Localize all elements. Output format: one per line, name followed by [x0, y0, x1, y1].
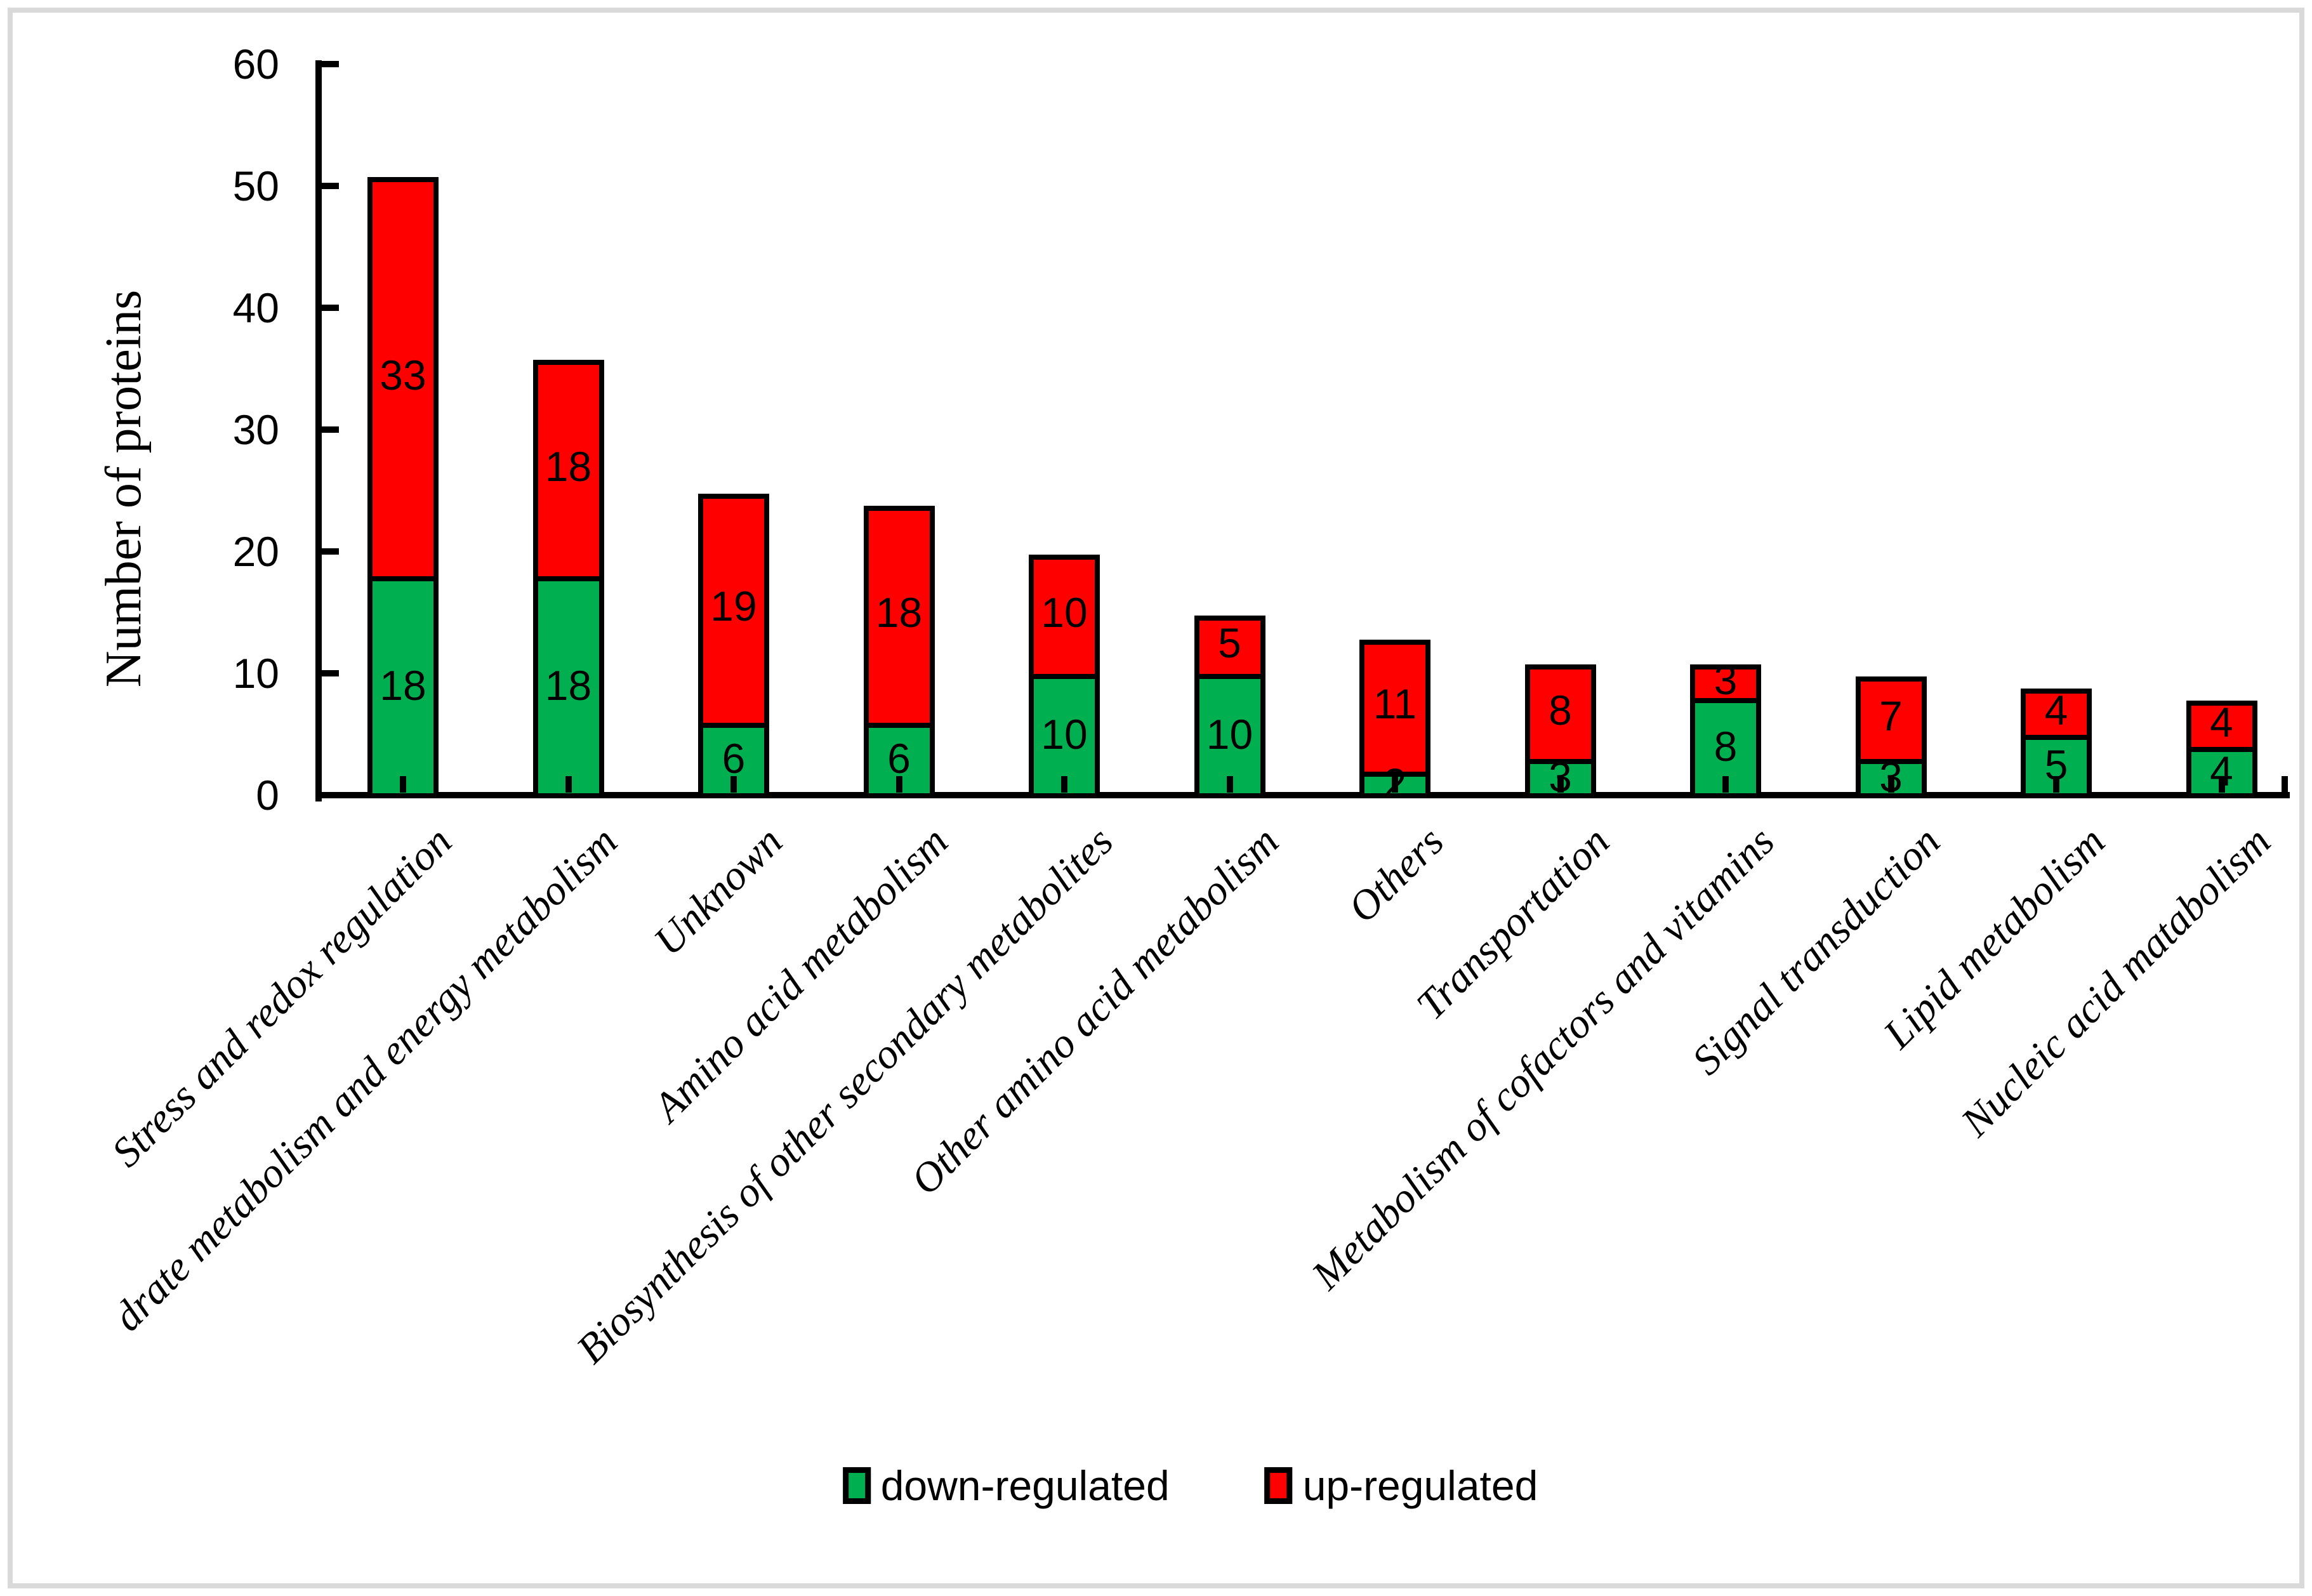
bar-segment-down: [1695, 698, 1756, 793]
bar-value-up: 4: [2210, 698, 2233, 746]
bar-value-up: 7: [1879, 692, 1903, 740]
x-axis-tick: [730, 776, 737, 793]
bar-value-up: 33: [380, 351, 426, 399]
bar-value-up: 19: [710, 583, 757, 630]
bar: [367, 176, 439, 798]
bar-value-up: 8: [1549, 686, 1572, 734]
x-axis-tick: [2218, 776, 2225, 793]
x-axis-tick: [1557, 776, 1564, 793]
bar-value-up: 10: [1041, 589, 1088, 636]
bar: [1194, 616, 1265, 798]
legend-label-down-regulated: down-regulated: [880, 1462, 1170, 1509]
y-tick-label: 10: [232, 650, 279, 697]
x-axis-tick: [400, 776, 406, 793]
x-axis-tick: [565, 776, 572, 793]
y-tick-label: 50: [232, 162, 279, 209]
x-axis-tick: [1887, 776, 1894, 793]
bar-segment-down: [373, 576, 433, 793]
bar-value-up: 11: [1373, 680, 1417, 727]
y-tick-label: 30: [232, 406, 279, 453]
bar-value-down: 6: [887, 735, 911, 782]
y-axis-tick: [322, 61, 339, 67]
bar: [1029, 555, 1100, 798]
y-axis-tick: [322, 670, 339, 676]
bar-value-down: 10: [1206, 711, 1253, 758]
bar: [698, 494, 769, 798]
bar-segment-down: [538, 576, 599, 793]
bar-value-up: 5: [1218, 619, 1241, 666]
x-axis-tick: [1226, 776, 1233, 793]
x-axis-tick: [1392, 776, 1398, 793]
bar-value-up: 18: [875, 589, 923, 636]
bar: [1690, 664, 1761, 798]
y-axis-tick: [322, 548, 339, 555]
bar-value-up: 18: [545, 442, 592, 490]
legend-label-up-regulated: up-regulated: [1302, 1462, 1538, 1509]
y-tick-label: 20: [232, 528, 279, 575]
legend-swatch-up-regulated: [1264, 1467, 1293, 1504]
bar-value-up: 4: [2044, 686, 2068, 734]
bar: [532, 359, 604, 798]
y-tick-label: 0: [256, 772, 279, 819]
bar-segment-down: [1034, 674, 1095, 793]
bar-value-down: 6: [722, 735, 746, 782]
y-axis-tick: [322, 183, 339, 189]
bar-value-down: 8: [1714, 723, 1738, 770]
x-axis-line: [315, 792, 2290, 798]
bar-value-up: 3: [1714, 656, 1738, 703]
category-label: Unknown: [645, 818, 791, 965]
legend-item-up: up-regulated: [1264, 1462, 1538, 1509]
x-axis-tick: [1722, 776, 1729, 793]
legend-swatch-down-regulated: [842, 1467, 871, 1504]
bar-segment-down: [1199, 674, 1260, 793]
bar-value-down: 18: [380, 662, 426, 709]
x-axis-tick-end: [2282, 776, 2288, 793]
y-axis-tick: [322, 305, 339, 311]
x-axis-tick: [895, 776, 902, 793]
x-axis-tick: [2053, 776, 2059, 793]
bar: [1524, 664, 1596, 798]
legend-item-down: down-regulated: [842, 1462, 1170, 1509]
y-axis-tick: [322, 426, 339, 433]
y-tick-label: 40: [232, 284, 279, 331]
legend: down-regulated up-regulated: [842, 1462, 1538, 1509]
y-axis-line: [315, 60, 322, 801]
y-tick-label: 60: [232, 41, 279, 88]
bar-value-down: 18: [545, 662, 592, 709]
bar: [1359, 640, 1430, 798]
x-axis-tick: [1061, 776, 1067, 793]
bar-value-down: 10: [1041, 711, 1088, 758]
